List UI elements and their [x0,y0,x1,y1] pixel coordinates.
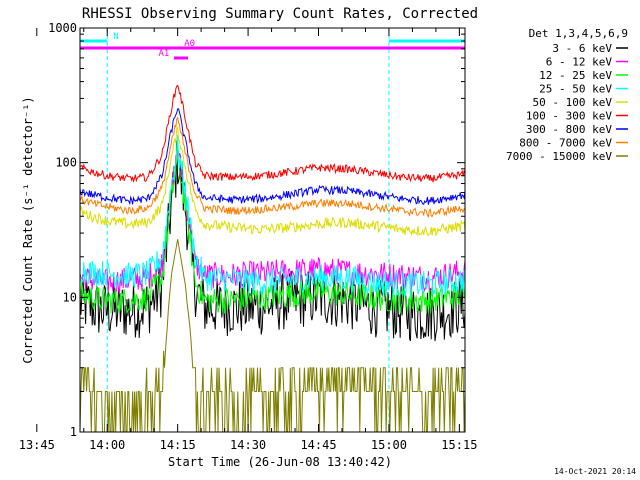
legend-label-4: 50 - 100 keV [533,96,613,109]
x-tick-label-1: 14:00 [89,438,125,452]
series-line-7 [79,116,465,218]
y-axis-label: Corrected Count Rate (s⁻¹ detector⁻¹) [21,96,35,363]
x-tick-label-6: 15:15 [441,438,477,452]
series-line-2 [79,144,466,314]
y-tick-label-2: 100 [55,156,77,170]
x-axis: 13:45 14:00 14:15 14:30 14:45 15:00 15:15 [19,28,477,452]
y-axis: 1 10 100 1000 [48,21,465,439]
legend-title: Det 1,3,4,5,6,9 [529,27,628,40]
attenuator-bars: N A0 A1 [80,32,465,60]
series-line-3 [79,134,466,298]
x-tick-label-2: 14:15 [160,438,196,452]
legend-label-1: 6 - 12 keV [546,56,613,69]
legend-label-8: 7000 - 15000 keV [506,150,612,163]
chart-title: RHESSI Observing Summary Count Rates, Co… [82,6,478,22]
series-line-4 [79,125,466,237]
series-group [79,84,466,433]
attenuator-label-a1: A1 [158,49,169,59]
legend-label-2: 12 - 25 keV [539,69,612,82]
x-tick-label-5: 15:00 [371,438,407,452]
attenuator-label-n: N [113,32,118,42]
x-axis-label: Start Time (26-Jun-08 13:40:42) [168,455,392,469]
x-tick-label-4: 14:45 [300,438,336,452]
series-line-6 [79,108,466,206]
legend-label-6: 300 - 800 keV [526,123,612,136]
y-tick-label-1: 10 [63,290,77,304]
series-line-5 [80,84,466,183]
legend-label-3: 25 - 50 keV [539,83,612,96]
x-tick-label-3: 14:30 [230,438,266,452]
series-line-1 [79,151,466,295]
y-tick-label-0: 1 [70,425,77,439]
legend-label-7: 800 - 7000 keV [519,137,612,150]
y-tick-label-3: 1000 [48,21,77,35]
legend-label-5: 100 - 300 keV [526,110,612,123]
legend-label-0: 3 - 6 keV [552,42,612,55]
attenuator-label-a0: A0 [184,39,195,49]
x-tick-label-0: 13:45 [19,438,55,452]
plot-frame [79,27,466,433]
footer-timestamp: 14-Oct-2021 20:14 [554,467,636,476]
